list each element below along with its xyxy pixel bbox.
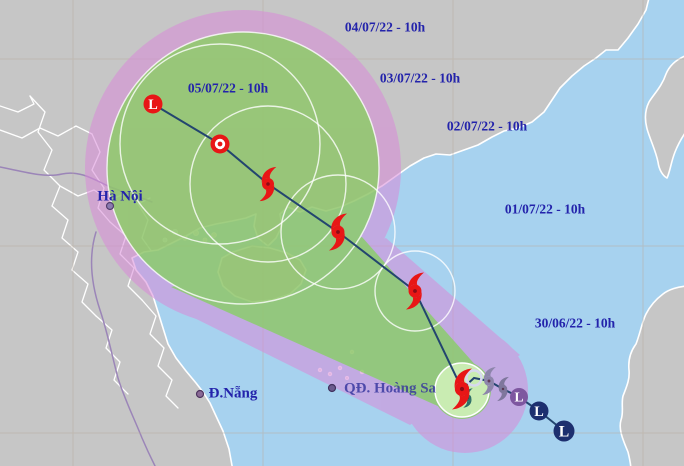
hoangsa-dot	[327, 383, 337, 393]
storm-symbol-low-red	[143, 94, 163, 114]
time-label-05-07: 05/07/22 - 10h	[187, 80, 269, 96]
hanoi-dot	[105, 201, 115, 211]
storm-track-layer	[143, 94, 575, 442]
luzon-island	[619, 285, 684, 466]
time-label-04-07: 04/07/22 - 10h	[344, 19, 426, 35]
storm-symbol-low-navy-sm	[529, 401, 549, 421]
time-label-01-07: 01/07/22 - 10h	[504, 201, 586, 217]
forecast-track-line	[152, 103, 463, 390]
time-label-30-06: 30/06/22 - 10h	[534, 315, 616, 331]
vn-la-border	[90, 231, 156, 466]
city-label-hanoi: Hà Nội	[97, 188, 143, 205]
time-label-02-07: 02/07/22 - 10h	[446, 118, 528, 134]
storm-symbol-low-purple	[510, 388, 528, 406]
time-label-03-07: 03/07/22 - 10h	[379, 70, 461, 86]
city-dots	[105, 201, 337, 399]
city-label-hoangsa: QĐ. Hoàng Sa	[343, 380, 437, 397]
danang-dot	[195, 389, 205, 399]
taiwan-island	[644, 55, 684, 179]
city-label-danang: Đ.Nẵng	[208, 385, 258, 402]
storm-symbol-low-navy	[553, 420, 575, 442]
storm-symbol-ringdot-red	[210, 134, 230, 154]
